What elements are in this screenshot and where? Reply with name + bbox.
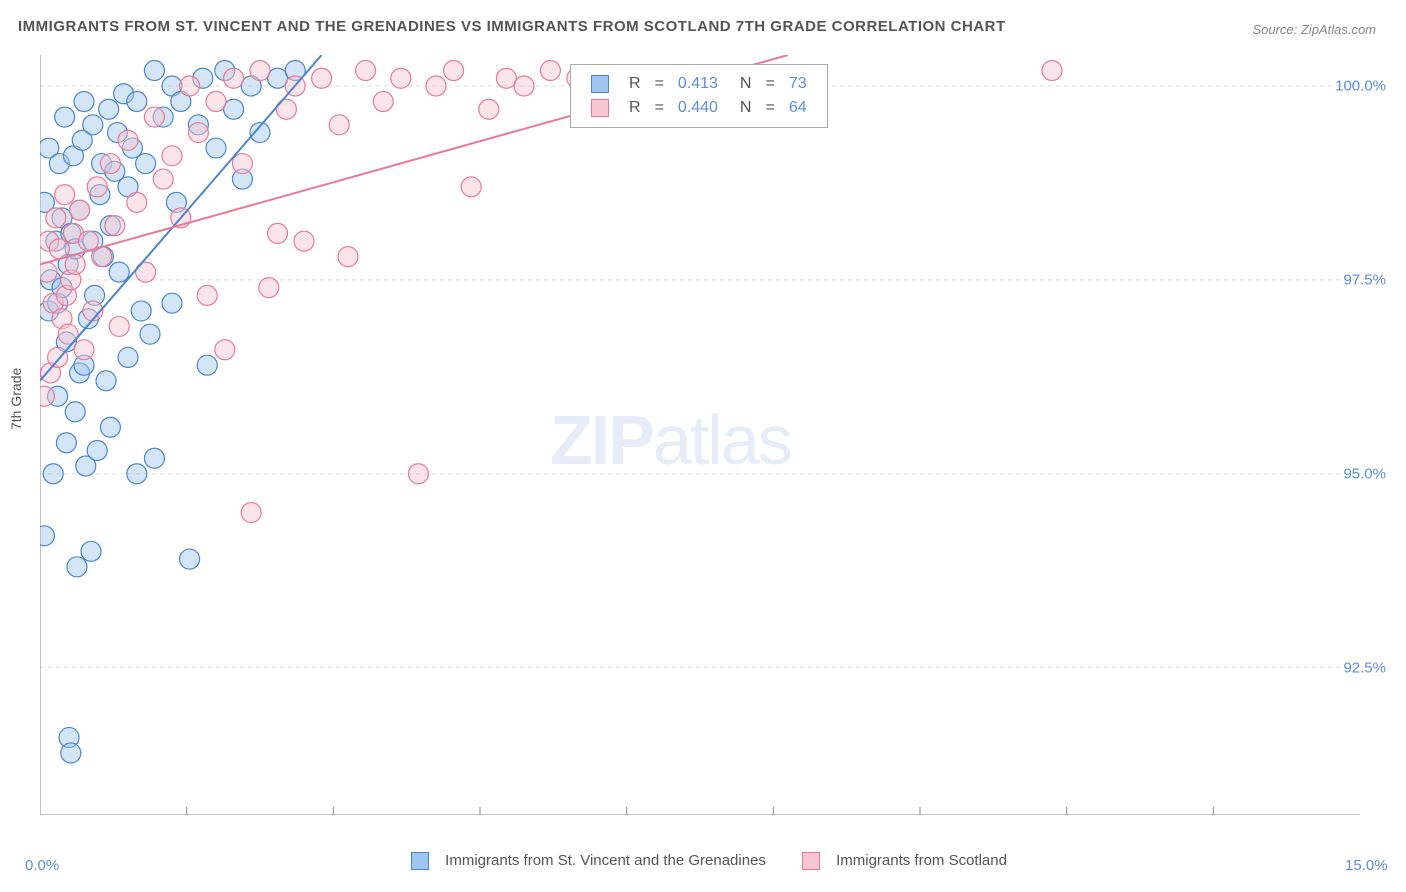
ytick-label: 92.5% xyxy=(1343,659,1386,676)
ytick-label: 95.0% xyxy=(1343,465,1386,482)
xtick-label: 15.0% xyxy=(1345,857,1388,874)
legend-item: Immigrants from Scotland xyxy=(790,852,1007,869)
series-legend: Immigrants from St. Vincent and the Gren… xyxy=(0,852,1406,870)
chart-title: IMMIGRANTS FROM ST. VINCENT AND THE GREN… xyxy=(18,18,1006,35)
correlation-legend: R=0.413N=73R=0.440N=64 xyxy=(570,64,828,128)
xtick-label: 0.0% xyxy=(25,857,59,874)
ytick-label: 97.5% xyxy=(1343,271,1386,288)
legend-swatch xyxy=(802,852,820,870)
legend-row: R=0.413N=73 xyxy=(585,73,813,95)
legend-swatch xyxy=(591,75,609,93)
legend-swatch xyxy=(411,852,429,870)
correlation-legend-body: R=0.413N=73R=0.440N=64 xyxy=(585,73,813,119)
source-label: Source: ZipAtlas.com xyxy=(1252,22,1376,37)
legend-item: Immigrants from St. Vincent and the Gren… xyxy=(399,852,766,869)
scatter-plot xyxy=(40,55,1360,815)
legend-row: R=0.440N=64 xyxy=(585,97,813,119)
ytick-label: 100.0% xyxy=(1335,78,1386,95)
yaxis-label: 7th Grade xyxy=(8,368,24,430)
legend-swatch xyxy=(591,99,609,117)
